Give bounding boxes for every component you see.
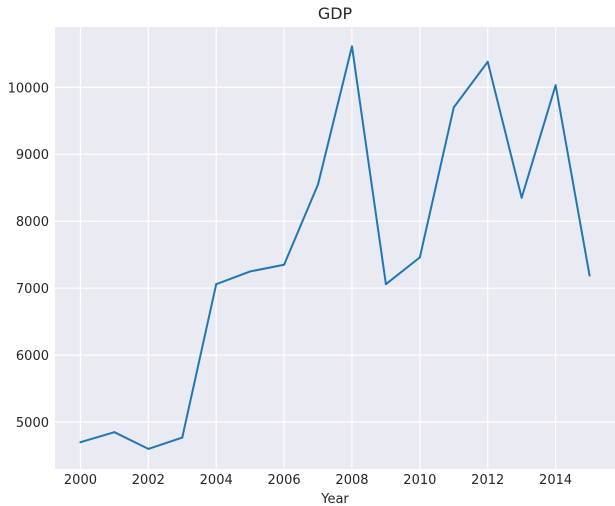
data-point [452,106,455,109]
y-tick-label: 10000 [8,81,49,96]
data-point [113,431,116,434]
data-point [418,256,421,259]
data-point [79,441,82,444]
gdp-series-line [79,45,591,450]
data-point [147,447,150,450]
y-tick-labels: 5000 6000 7000 8000 9000 10000 [8,81,49,431]
x-tick-label: 2006 [268,473,301,488]
data-point [554,84,557,87]
x-tick-label: 2014 [539,473,572,488]
x-tick-label: 2002 [132,473,165,488]
data-point [384,283,387,286]
data-point [249,270,252,273]
y-tick-label: 8000 [16,215,49,230]
chart-title: GDP [318,4,353,23]
y-tick-label: 6000 [16,349,49,364]
data-point [486,60,489,63]
data-point [215,283,218,286]
series-layer [79,45,591,450]
x-tick-labels: 2000 2002 2004 2006 2008 2010 2012 2014 [64,473,572,488]
data-point [181,436,184,439]
x-tick-label: 2008 [335,473,368,488]
x-tick-label: 2004 [200,473,233,488]
data-point [588,274,591,277]
y-tick-label: 5000 [16,416,49,431]
x-tick-label: 2012 [471,473,504,488]
y-tick-label: 9000 [16,148,49,163]
data-point [283,263,286,266]
x-tick-label: 2010 [403,473,436,488]
x-tick-label: 2000 [64,473,97,488]
data-point [520,196,523,199]
plot-background [55,27,615,469]
data-point [350,45,353,48]
x-axis-label: Year [320,492,349,506]
grid-lines [55,27,615,469]
data-point [317,183,320,186]
y-tick-label: 7000 [16,282,49,297]
